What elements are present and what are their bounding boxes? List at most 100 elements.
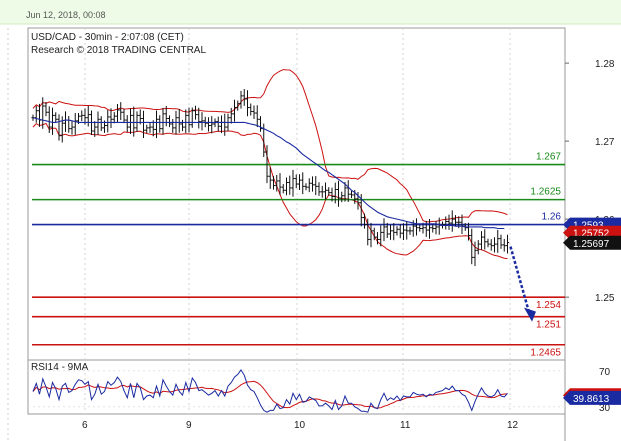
price-bar xyxy=(197,107,201,129)
price-bar xyxy=(239,90,243,109)
price-bar xyxy=(206,117,211,132)
price-bar xyxy=(93,121,97,137)
price-bar xyxy=(379,225,383,247)
price-bar xyxy=(177,108,181,133)
price-bar xyxy=(187,107,191,133)
price-bar xyxy=(70,121,74,135)
price-bar xyxy=(288,175,292,195)
price-bar xyxy=(106,110,110,133)
rsi-tag: 39.8613 xyxy=(563,390,621,405)
price-bar xyxy=(398,224,402,239)
price-bar xyxy=(330,187,334,202)
price-tick-label: 1.27 xyxy=(595,137,615,148)
chart-date: Jun 12, 2018, 00:08 xyxy=(26,10,106,20)
price-bar xyxy=(489,239,493,251)
price-bar xyxy=(362,213,367,229)
price-bar xyxy=(242,89,246,106)
price-bar xyxy=(96,111,100,135)
price-bar xyxy=(385,222,389,239)
price-bar xyxy=(499,234,503,249)
price-bar xyxy=(323,182,328,200)
price-bar xyxy=(297,174,302,190)
price-bar xyxy=(405,221,409,240)
x-tick-label: 9 xyxy=(186,420,192,431)
price-bar xyxy=(336,180,341,207)
rsi-panel xyxy=(32,368,508,413)
forecast-arrow xyxy=(509,246,532,316)
support-resistance-levels: 1.267 1.2625 1.26 1.254 1.251 1.2465 xyxy=(32,152,565,359)
price-bar xyxy=(232,99,237,122)
level-label: 1.2625 xyxy=(530,187,561,198)
price-bar xyxy=(271,176,276,190)
price-bar xyxy=(444,216,448,230)
price-bar xyxy=(109,108,113,129)
price-tick-label: 1.25 xyxy=(595,293,615,304)
price-bar xyxy=(388,224,393,240)
price-bar xyxy=(314,176,318,196)
price-bar xyxy=(236,100,240,111)
price-bar xyxy=(128,108,133,134)
price-bar xyxy=(99,116,103,131)
price-bar xyxy=(382,218,386,242)
price-bar xyxy=(54,112,58,123)
price-bar xyxy=(184,109,188,134)
price-bar xyxy=(486,238,490,248)
price-bar xyxy=(255,105,259,128)
price-bar xyxy=(200,112,204,131)
price-bar xyxy=(167,115,172,128)
price-bar xyxy=(112,112,116,124)
bollinger-upper xyxy=(32,69,508,223)
price-bar xyxy=(340,191,344,203)
ma-line xyxy=(32,117,505,230)
price-bar xyxy=(291,169,295,197)
price-bar xyxy=(450,210,454,232)
price-bar xyxy=(210,116,214,134)
price-bar xyxy=(476,240,480,255)
price-bar xyxy=(349,191,354,199)
price-bar xyxy=(356,191,360,210)
price-bar xyxy=(479,231,484,251)
level-label: 1.251 xyxy=(536,320,561,331)
price-bar xyxy=(392,223,396,241)
price-bar xyxy=(278,173,282,195)
plot-border xyxy=(27,27,566,415)
price-bar xyxy=(132,106,136,137)
price-tick-label: 1.28 xyxy=(595,59,615,70)
price-bar xyxy=(145,124,149,134)
svg-text:1.25697: 1.25697 xyxy=(573,239,610,250)
price-bar xyxy=(115,103,120,123)
price-bar xyxy=(453,215,458,227)
price-bar xyxy=(245,90,250,117)
rsi-tick-label: 70 xyxy=(599,367,611,378)
price-bar xyxy=(492,237,497,253)
price-bar xyxy=(466,222,471,241)
price-bar xyxy=(408,226,412,235)
price-tag: 1.25697 xyxy=(563,235,621,250)
price-bar xyxy=(333,182,337,204)
level-label: 1.254 xyxy=(536,300,561,311)
level-label: 1.267 xyxy=(536,152,561,163)
price-bar xyxy=(281,184,285,194)
price-bar xyxy=(216,116,220,132)
chart-title: USD/CAD - 30min - 2:07:08 (CET) xyxy=(31,32,184,43)
price-bar xyxy=(148,122,152,133)
bollinger-lower xyxy=(32,122,508,260)
price-bar xyxy=(119,102,123,121)
rsi-tick-label: 30 xyxy=(599,403,611,414)
price-bar xyxy=(180,119,185,132)
price-bar xyxy=(505,234,510,254)
price-bar xyxy=(401,223,406,241)
price-bar xyxy=(154,110,159,139)
level-label: 1.26 xyxy=(542,212,562,223)
price-bar xyxy=(73,113,77,135)
price-bar xyxy=(307,178,311,193)
price-bar xyxy=(304,183,308,191)
price-bar xyxy=(320,185,324,198)
price-bar xyxy=(249,103,253,116)
bollinger-bands xyxy=(32,69,508,260)
level-label: 1.2465 xyxy=(530,348,561,359)
price-bar xyxy=(294,174,298,189)
price-bar xyxy=(447,214,451,230)
